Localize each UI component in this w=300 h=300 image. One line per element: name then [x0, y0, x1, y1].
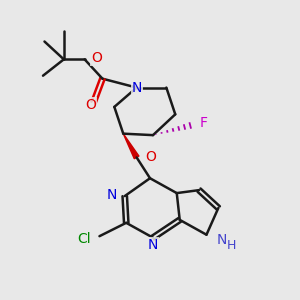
Text: Cl: Cl [77, 232, 91, 246]
Text: H: H [227, 238, 236, 252]
Text: N: N [107, 188, 117, 202]
Text: N: N [217, 233, 227, 247]
Text: O: O [146, 150, 156, 164]
Polygon shape [123, 134, 139, 159]
Text: N: N [131, 81, 142, 94]
Text: O: O [91, 51, 102, 65]
Text: O: O [85, 98, 96, 112]
Text: F: F [200, 116, 208, 130]
Text: N: N [148, 238, 158, 252]
